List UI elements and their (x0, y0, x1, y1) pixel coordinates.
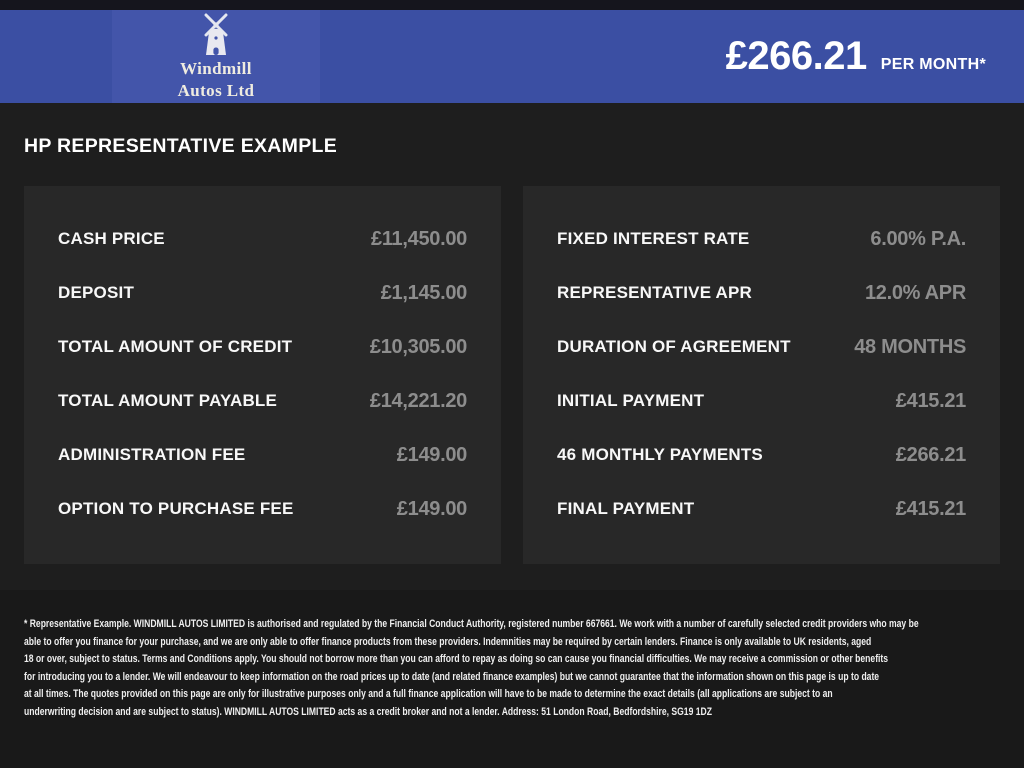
finance-value: 12.0% APR (864, 281, 966, 304)
top-strip (0, 0, 1024, 10)
finance-row: TOTAL AMOUNT OF CREDIT £10,305.00 (58, 320, 467, 374)
legal-line: underwriting decision and are subject to… (24, 705, 712, 718)
finance-label: INITIAL PAYMENT (557, 391, 705, 410)
brand-name-line2: Autos Ltd (177, 80, 255, 100)
finance-value: £14,221.20 (369, 389, 467, 412)
finance-label: FIXED INTEREST RATE (557, 229, 750, 248)
finance-value: 48 MONTHS (854, 335, 966, 358)
finance-value: 6.00% P.A. (870, 227, 966, 250)
finance-row: 46 MONTHLY PAYMENTS £266.21 (557, 428, 966, 482)
finance-row: FINAL PAYMENT £415.21 (557, 482, 966, 536)
finance-row: FIXED INTEREST RATE 6.00% P.A. (557, 212, 966, 266)
dealer-logo: Windmill Autos Ltd (112, 10, 320, 103)
finance-value: £10,305.00 (369, 335, 467, 358)
finance-row: OPTION TO PURCHASE FEE £149.00 (58, 482, 467, 536)
finance-row: DURATION OF AGREEMENT 48 MONTHS (557, 320, 966, 374)
finance-row: INITIAL PAYMENT £415.21 (557, 374, 966, 428)
finance-row: ADMINISTRATION FEE £149.00 (58, 428, 467, 482)
finance-value: £149.00 (396, 443, 468, 466)
legal-line: able to offer you finance for your purch… (24, 635, 872, 648)
finance-value: £415.21 (895, 389, 967, 412)
finance-value: £149.00 (396, 497, 468, 520)
legal-line: for introducing you to a lender. We will… (24, 670, 880, 683)
finance-panel-left: CASH PRICE £11,450.00 DEPOSIT £1,145.00 … (24, 186, 501, 564)
header: Windmill Autos Ltd £266.21 PER MONTH* (0, 10, 1024, 103)
finance-label: TOTAL AMOUNT PAYABLE (58, 391, 278, 410)
windmill-icon (195, 13, 237, 57)
legal-disclaimer: * Representative Example. WINDMILL AUTOS… (0, 590, 1024, 768)
finance-value: £415.21 (895, 497, 967, 520)
finance-row: REPRESENTATIVE APR 12.0% APR (557, 266, 966, 320)
legal-line: at all times. The quotes provided on thi… (24, 688, 833, 701)
legal-line: 18 or over, subject to status. Terms and… (24, 653, 889, 666)
finance-row: DEPOSIT £1,145.00 (58, 266, 467, 320)
finance-label: CASH PRICE (58, 229, 165, 248)
monthly-price-suffix: PER MONTH* (880, 56, 986, 73)
finance-label: ADMINISTRATION FEE (58, 445, 246, 464)
finance-label: 46 MONTHLY PAYMENTS (557, 445, 763, 464)
finance-label: REPRESENTATIVE APR (557, 283, 753, 302)
main-section: HP REPRESENTATIVE EXAMPLE CASH PRICE £11… (0, 103, 1024, 590)
monthly-price-block: £266.21 PER MONTH* (726, 10, 986, 103)
finance-label: DURATION OF AGREEMENT (557, 337, 791, 356)
finance-panel-right: FIXED INTEREST RATE 6.00% P.A. REPRESENT… (523, 186, 1000, 564)
finance-label: TOTAL AMOUNT OF CREDIT (58, 337, 293, 356)
finance-label: DEPOSIT (58, 283, 135, 302)
finance-label: OPTION TO PURCHASE FEE (58, 499, 294, 518)
finance-row: CASH PRICE £11,450.00 (58, 212, 467, 266)
finance-row: TOTAL AMOUNT PAYABLE £14,221.20 (58, 374, 467, 428)
monthly-price: £266.21 (725, 34, 868, 78)
finance-value: £11,450.00 (371, 227, 467, 250)
finance-value: £266.21 (895, 443, 967, 466)
page-title: HP REPRESENTATIVE EXAMPLE (24, 135, 338, 157)
finance-label: FINAL PAYMENT (557, 499, 695, 518)
brand-name-line1: Windmill (180, 59, 252, 79)
legal-line: * Representative Example. WINDMILL AUTOS… (24, 618, 919, 630)
finance-panels: CASH PRICE £11,450.00 DEPOSIT £1,145.00 … (24, 186, 1000, 564)
finance-value: £1,145.00 (380, 281, 468, 304)
